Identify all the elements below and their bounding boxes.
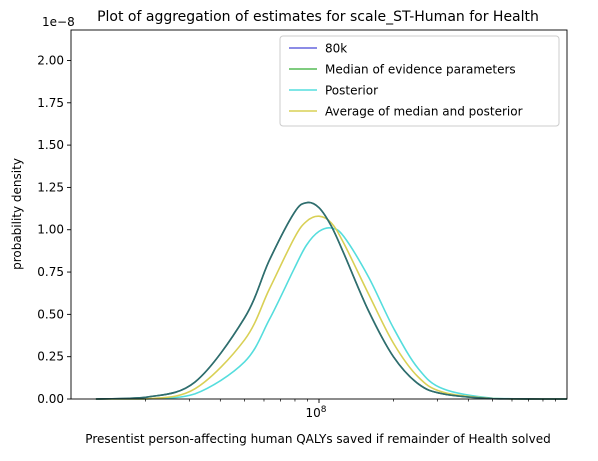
- legend-label: Median of evidence parameters: [325, 63, 516, 77]
- y-tick-label: 1.25: [37, 180, 64, 194]
- y-tick-label: 0.75: [37, 265, 64, 279]
- legend-label: Posterior: [325, 84, 378, 98]
- series-line-0: [95, 201, 567, 400]
- y-tick-label: 0.00: [37, 392, 64, 406]
- plot-frame: [70, 29, 568, 400]
- y-axis: 0.00 0.25 0.50 0.75 1.00 1.25 1.50 1.75 2.00: [37, 53, 71, 406]
- legend: 80k Median of evidence parameters Posterio…: [279, 35, 560, 127]
- y-tick-label: 2.00: [37, 53, 64, 67]
- x-axis: 108: [145, 399, 557, 420]
- legend-label: 80k: [325, 42, 347, 56]
- y-multiplier-label: 1e−8: [42, 15, 75, 29]
- y-tick-label: 0.25: [37, 350, 64, 364]
- y-tick-label: 1.75: [37, 96, 64, 110]
- series-line-3: [95, 215, 567, 400]
- y-tick-label: 0.50: [37, 307, 64, 321]
- y-tick-label: 1.00: [37, 223, 64, 237]
- x-tick-label: 108: [305, 405, 326, 420]
- y-axis-label: probability density: [10, 158, 24, 270]
- series-lines: [95, 201, 567, 400]
- x-axis-label: Presentist person-affecting human QALYs …: [85, 432, 550, 446]
- chart-title: Plot of aggregation of estimates for sca…: [97, 9, 539, 25]
- legend-frame: [279, 35, 560, 127]
- legend-label: Average of median and posterior: [325, 105, 523, 119]
- y-tick-label: 1.50: [37, 138, 64, 152]
